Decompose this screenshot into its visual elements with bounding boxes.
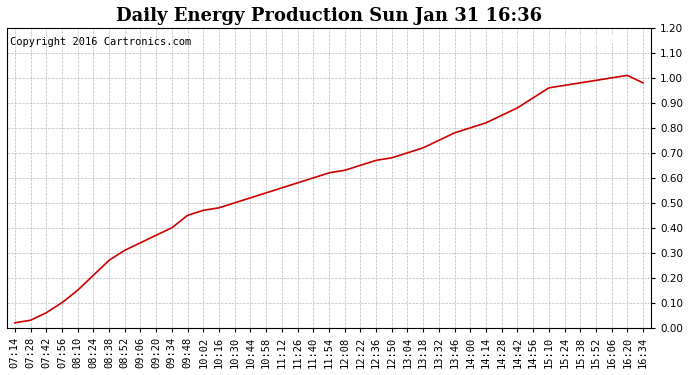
Title: Daily Energy Production Sun Jan 31 16:36: Daily Energy Production Sun Jan 31 16:36 bbox=[116, 7, 542, 25]
Text: Copyright 2016 Cartronics.com: Copyright 2016 Cartronics.com bbox=[10, 37, 191, 47]
